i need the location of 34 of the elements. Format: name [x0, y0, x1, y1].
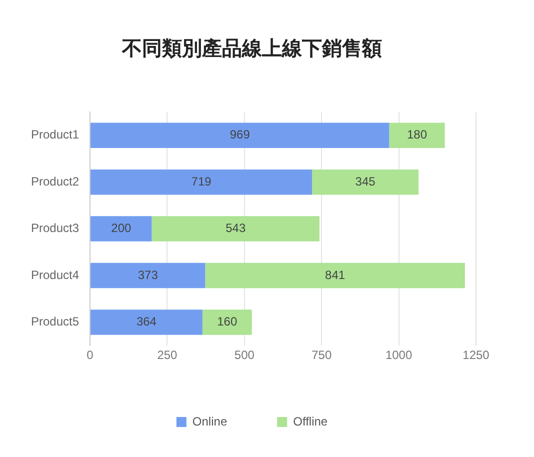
x-tick-label: 0	[86, 348, 94, 362]
bar	[90, 262, 206, 288]
bar	[205, 262, 465, 288]
data-label: 160	[217, 314, 238, 329]
x-tick-label: 1000	[385, 348, 412, 362]
bar	[90, 310, 202, 335]
data-label: 200	[111, 221, 132, 236]
y-tick-label: Product3	[31, 221, 80, 236]
y-tick-label: Product2	[31, 174, 80, 188]
x-tick-label: 750	[312, 348, 332, 362]
bar	[312, 169, 419, 195]
y-tick-label: Product4	[31, 268, 80, 282]
data-label: 719	[191, 174, 212, 188]
y-tick-label: Product1	[31, 128, 80, 142]
data-label: 345	[355, 174, 376, 188]
bar	[90, 122, 390, 148]
legend-label: Offline	[293, 414, 328, 428]
x-tick-label: 1250	[462, 348, 490, 362]
bar	[389, 122, 445, 148]
bar	[90, 216, 152, 242]
y-tick-label: Product5	[31, 314, 80, 329]
data-label: 180	[407, 128, 428, 142]
data-label: 543	[226, 221, 246, 236]
chart-title: 不同類別產品線上線下銷售額	[121, 36, 382, 60]
x-tick-label: 250	[157, 348, 178, 362]
legend-label: Online	[192, 414, 228, 428]
data-label: 364	[136, 314, 157, 329]
bar	[152, 216, 320, 242]
bar	[202, 310, 252, 335]
data-label: 969	[230, 128, 250, 142]
data-label: 373	[138, 268, 158, 282]
bar	[90, 169, 312, 195]
data-label: 841	[325, 268, 346, 282]
x-tick-label: 500	[234, 348, 255, 362]
